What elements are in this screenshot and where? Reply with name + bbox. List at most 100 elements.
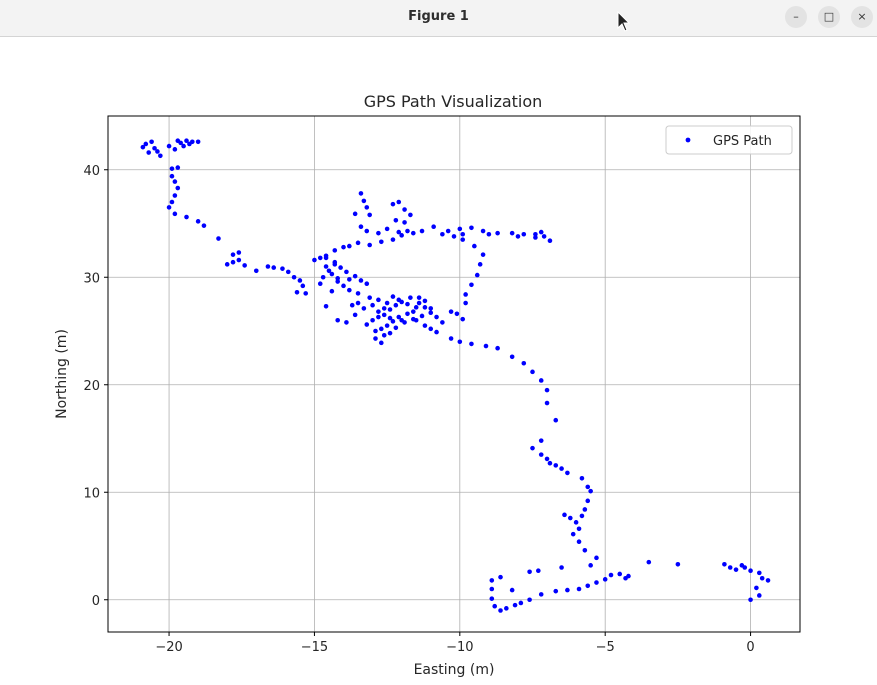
gps-point: [553, 588, 559, 594]
gps-point: [352, 273, 358, 279]
minimize-button[interactable]: –: [785, 6, 807, 28]
gps-point: [332, 248, 338, 253]
gps-point: [172, 211, 178, 217]
chart-title: GPS Path Visualization: [364, 92, 543, 111]
legend-label: GPS Path: [713, 134, 772, 149]
gps-point: [402, 320, 407, 325]
gps-point: [460, 231, 466, 237]
gps-point: [352, 211, 358, 217]
gps-point: [533, 235, 538, 240]
gps-point: [422, 298, 428, 304]
gps-point: [341, 283, 346, 289]
gps-point: [390, 201, 396, 207]
window-titlebar: Figure 1 – □ ×: [0, 0, 877, 37]
gps-point: [544, 400, 550, 406]
gps-point: [381, 333, 387, 338]
gps-point: [195, 219, 201, 224]
gps-point: [332, 259, 338, 265]
gps-point: [527, 597, 532, 603]
mouse-pointer-icon: [617, 11, 631, 32]
gps-point: [355, 240, 361, 246]
gps-point: [733, 567, 739, 572]
gps-point: [675, 561, 681, 567]
gps-point: [149, 139, 154, 145]
gps-point: [547, 238, 553, 243]
gps-point: [492, 603, 498, 609]
gps-point: [576, 526, 582, 532]
gps-point: [376, 314, 381, 320]
gps-point: [370, 302, 375, 308]
x-tick-label: −15: [301, 640, 328, 655]
gps-point: [402, 220, 407, 225]
gps-point: [530, 369, 535, 375]
gps-point: [538, 378, 544, 383]
gps-point: [451, 234, 457, 239]
gps-point: [460, 316, 466, 322]
gps-point: [440, 320, 445, 325]
y-tick-label: 10: [83, 486, 100, 501]
axes-frame: [107, 115, 801, 633]
gps-point: [329, 271, 335, 277]
gps-point: [169, 166, 175, 171]
gps-point: [393, 302, 399, 308]
gps-point: [440, 231, 445, 237]
gps-point: [727, 565, 733, 570]
gps-point: [448, 336, 454, 341]
gps-point: [143, 141, 149, 147]
legend-box: [665, 125, 793, 155]
gps-point: [509, 230, 515, 236]
gps-point: [152, 145, 157, 151]
gps-point: [576, 586, 582, 592]
y-axis-label: Northing (m): [54, 329, 70, 419]
gps-point: [294, 290, 300, 295]
gps-point: [498, 608, 503, 613]
gps-point: [344, 269, 349, 275]
gps-point: [559, 565, 564, 570]
gps-point: [544, 387, 550, 393]
gps-point: [562, 512, 567, 518]
gps-point: [582, 548, 588, 553]
gps-point: [379, 326, 384, 332]
x-tick-label: −10: [446, 640, 473, 655]
gps-point: [579, 513, 585, 519]
gps-point: [582, 507, 588, 512]
gps-point: [754, 585, 759, 591]
gps-point: [480, 228, 486, 234]
gps-point: [303, 291, 309, 296]
gps-point: [396, 314, 402, 320]
gps-point: [216, 236, 221, 241]
gps-path-points: [140, 138, 771, 613]
gps-point: [224, 262, 230, 267]
gps-point: [573, 520, 579, 525]
gps-point: [536, 568, 541, 574]
gps-point: [396, 229, 402, 235]
maximize-button[interactable]: □: [818, 6, 840, 28]
gps-point: [585, 498, 591, 504]
y-tick-label: 30: [83, 271, 100, 286]
gps-point: [538, 229, 544, 235]
gps-point: [300, 283, 306, 289]
gps-point: [352, 312, 358, 318]
grid-lines: [108, 116, 800, 632]
close-button[interactable]: ×: [851, 6, 873, 28]
gps-point: [285, 269, 291, 275]
gps-point: [376, 230, 381, 236]
gps-point: [326, 268, 332, 274]
gps-point: [568, 515, 573, 521]
gps-point: [390, 294, 396, 299]
gps-point: [405, 301, 410, 307]
gps-point: [547, 460, 553, 466]
gps-point: [553, 463, 559, 468]
gps-point: [335, 279, 340, 284]
gps-point: [169, 173, 175, 179]
gps-point: [323, 303, 329, 309]
gps-point: [172, 147, 178, 152]
gps-point: [544, 456, 550, 462]
gps-point: [347, 243, 352, 249]
gps-point: [565, 470, 570, 476]
gps-point: [393, 325, 399, 331]
gps-point: [533, 231, 538, 237]
gps-point: [265, 264, 271, 269]
gps-point: [384, 300, 390, 306]
gps-point: [169, 199, 175, 205]
